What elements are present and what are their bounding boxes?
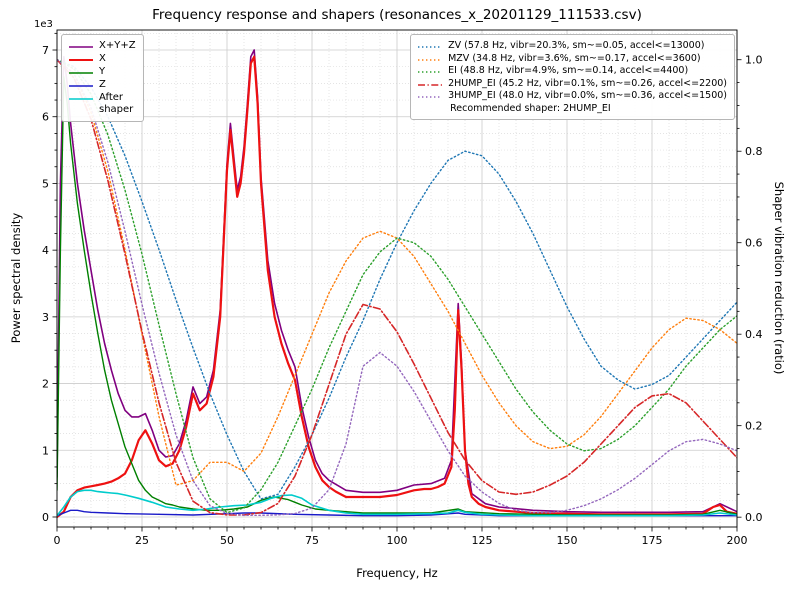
legend-line-2hump_ei-swatch bbox=[418, 83, 443, 86]
y-axis-left-label: Power spectral density bbox=[9, 212, 23, 344]
y-axis-right-label: Shaper vibration reduction (ratio) bbox=[772, 181, 786, 375]
series-x bbox=[57, 55, 737, 519]
legend-entry-3hump_ei: 3HUMP_EI (48.0 Hz, vibr=0.0%, sm~=0.36, … bbox=[417, 90, 727, 102]
svg-text:50: 50 bbox=[220, 534, 234, 547]
y-axis-offset-label: 1e3 bbox=[34, 19, 53, 30]
series-y bbox=[57, 75, 737, 516]
chart-title: Frequency response and shapers (resonanc… bbox=[152, 7, 642, 23]
series-lines bbox=[57, 49, 737, 519]
svg-text:3: 3 bbox=[42, 311, 49, 324]
svg-text:5: 5 bbox=[42, 177, 49, 190]
svg-text:0.4: 0.4 bbox=[745, 328, 763, 341]
legend-label-x: X bbox=[99, 53, 106, 64]
svg-text:150: 150 bbox=[557, 534, 578, 547]
legend-label-z: Z bbox=[99, 79, 106, 90]
legend-line-x-swatch bbox=[69, 59, 93, 61]
legend-label-after_shaper: After shaper bbox=[99, 92, 134, 115]
axis-ticks bbox=[52, 32, 742, 532]
legend-line-zv-swatch bbox=[418, 46, 443, 48]
svg-text:1: 1 bbox=[42, 444, 49, 457]
legend-entry-mzv: MZV (34.8 Hz, vibr=3.6%, sm~=0.17, accel… bbox=[417, 53, 727, 65]
legend-line-xyz-swatch bbox=[69, 46, 93, 48]
legend-entry-2hump_ei: 2HUMP_EI (45.2 Hz, vibr=0.1%, sm~=0.26, … bbox=[417, 78, 727, 90]
series-2hump_ei bbox=[57, 58, 737, 516]
axis-tick-labels: 0 25 50 75 100 125 150 175 200 0 1 2 3 4 5 6 7 0.0 0.2 0.4 0… bbox=[42, 44, 763, 547]
svg-text:0: 0 bbox=[54, 534, 61, 547]
legend-entry-x: X bbox=[68, 53, 136, 65]
legend-label-y: Y bbox=[99, 66, 106, 77]
legend-line-ei-swatch bbox=[418, 71, 443, 73]
svg-text:75: 75 bbox=[305, 534, 319, 547]
legend-entry-after_shaper: After shaper bbox=[68, 92, 136, 116]
legend-label-2hump_ei: 2HUMP_EI (45.2 Hz, vibr=0.1%, sm~=0.26, … bbox=[448, 77, 727, 89]
legend-line-3hump_ei-swatch bbox=[418, 96, 443, 98]
svg-text:0.8: 0.8 bbox=[745, 145, 763, 158]
svg-text:0.6: 0.6 bbox=[745, 237, 763, 250]
svg-text:200: 200 bbox=[727, 534, 748, 547]
legend-line-mzv-swatch bbox=[418, 58, 443, 61]
series-after_shaper bbox=[57, 489, 737, 517]
legend-entry-y: Y bbox=[68, 66, 136, 78]
svg-text:0.0: 0.0 bbox=[745, 511, 763, 524]
series-ei bbox=[57, 59, 737, 514]
legend-entry-xyz: X+Y+Z bbox=[68, 40, 136, 52]
legend-shapers: ZV (57.8 Hz, vibr=20.3%, sm~=0.05, accel… bbox=[410, 34, 735, 120]
legend-label-mzv: MZV (34.8 Hz, vibr=3.6%, sm~=0.17, accel… bbox=[448, 52, 701, 64]
svg-text:25: 25 bbox=[135, 534, 149, 547]
recommended-shaper-text: Recommended shaper: 2HUMP_EI bbox=[450, 102, 611, 114]
legend-psd: X+Y+Z X Y Z After shaper bbox=[61, 34, 144, 122]
legend-entry-ei: EI (48.8 Hz, vibr=4.9%, sm~=0.14, accel<… bbox=[417, 65, 727, 77]
legend-label-3hump_ei: 3HUMP_EI (48.0 Hz, vibr=0.0%, sm~=0.36, … bbox=[448, 90, 727, 101]
legend-line-z-swatch bbox=[69, 85, 93, 87]
svg-text:7: 7 bbox=[42, 44, 49, 57]
svg-text:4: 4 bbox=[42, 244, 49, 257]
series-3hump_ei bbox=[57, 59, 737, 516]
legend-entry-z: Z bbox=[68, 79, 136, 91]
legend-label-ei: EI (48.8 Hz, vibr=4.9%, sm~=0.14, accel<… bbox=[448, 65, 689, 76]
legend-line-after_shaper-swatch bbox=[69, 98, 93, 100]
svg-text:0.2: 0.2 bbox=[745, 420, 763, 433]
series-zv bbox=[57, 59, 737, 500]
svg-text:125: 125 bbox=[472, 534, 493, 547]
svg-text:6: 6 bbox=[42, 111, 49, 124]
svg-text:0: 0 bbox=[42, 511, 49, 524]
legend-entry-zv: ZV (57.8 Hz, vibr=20.3%, sm~=0.05, accel… bbox=[417, 40, 727, 52]
svg-text:100: 100 bbox=[387, 534, 408, 547]
legend-label-zv: ZV (57.8 Hz, vibr=20.3%, sm~=0.05, accel… bbox=[448, 40, 705, 51]
svg-text:1.0: 1.0 bbox=[745, 54, 763, 67]
legend-line-y-swatch bbox=[69, 72, 93, 74]
svg-text:2: 2 bbox=[42, 378, 49, 391]
svg-text:175: 175 bbox=[642, 534, 663, 547]
legend-label-xyz: X+Y+Z bbox=[99, 40, 136, 51]
x-axis-label: Frequency, Hz bbox=[356, 566, 438, 580]
recommended-shaper-note: Recommended shaper: 2HUMP_EI bbox=[417, 103, 727, 115]
